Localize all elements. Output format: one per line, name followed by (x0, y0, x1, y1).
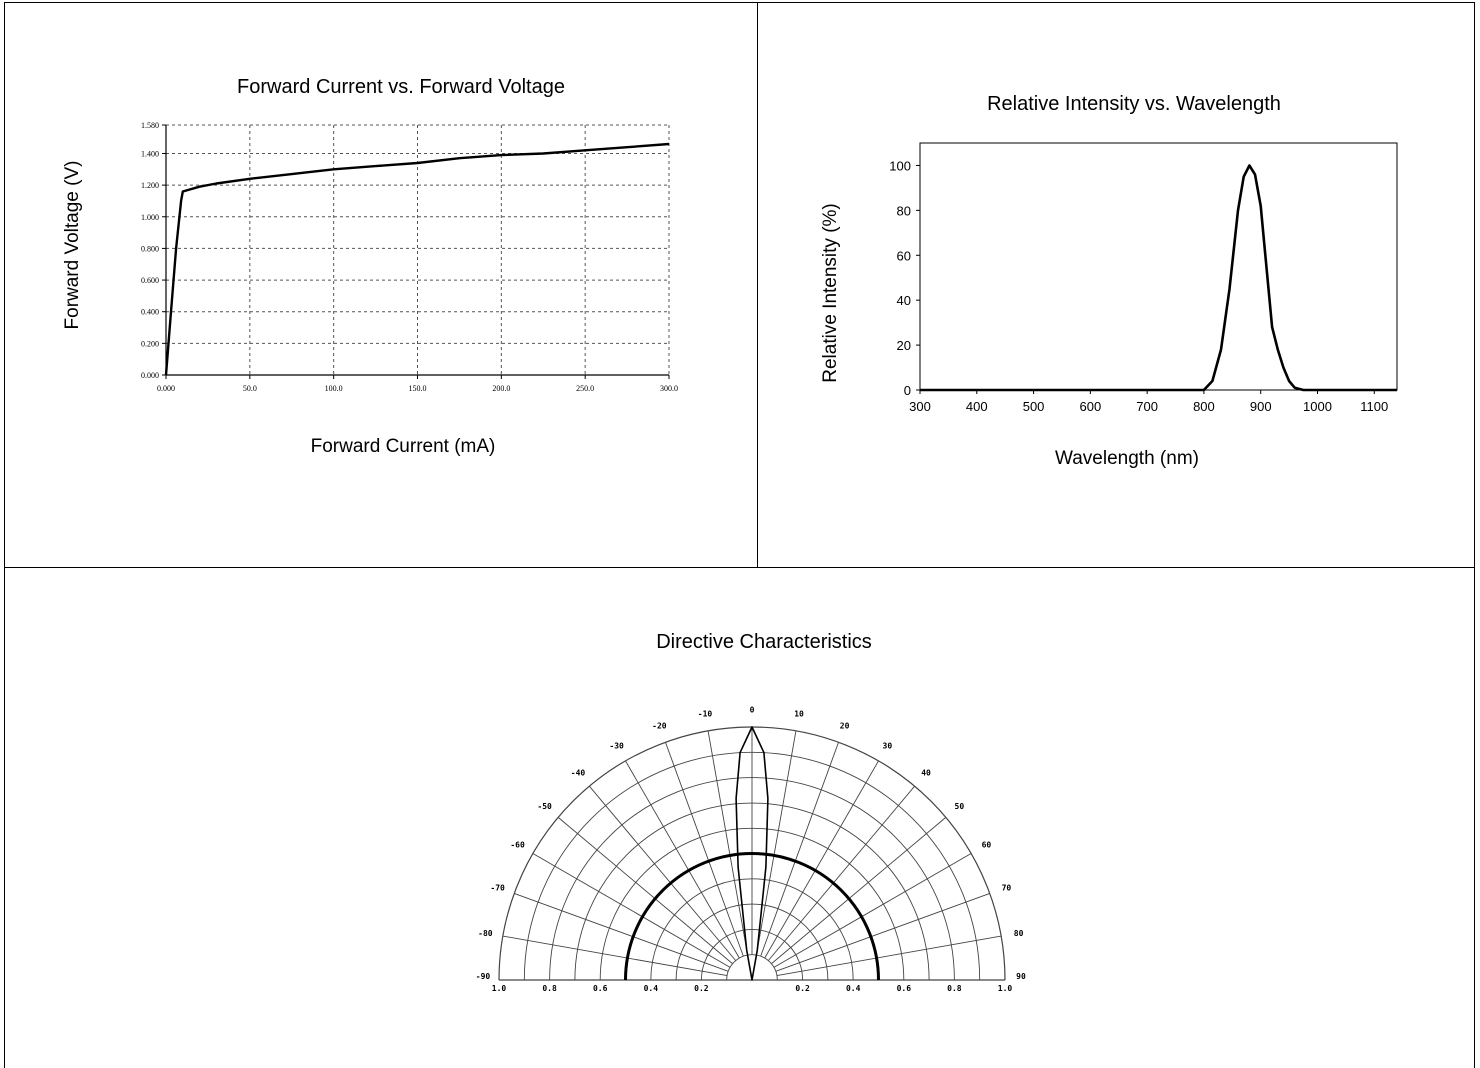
chart1-x-tick-label: 250.0 (576, 384, 594, 393)
chart3-radial-label: 1.0 (998, 984, 1013, 993)
chart2-series-line (920, 164, 1397, 392)
chart3-angle-label: 60 (982, 841, 992, 850)
chart3-angle-label: 70 (1002, 883, 1012, 892)
directive-characteristics-chart: Directive Characteristics -90 -80 -70 -60 -5… (476, 631, 1026, 993)
chart3-radial-label: 0.4 (846, 984, 861, 993)
chart2-y-tick-label: 40 (897, 293, 911, 308)
chart1-title: Forward Current vs. Forward Voltage (237, 76, 565, 98)
chart1-x-tick-label: 0.000 (157, 384, 175, 393)
chart3-radial-label: 0.2 (694, 984, 709, 993)
chart2-x-tick-label: 1100 (1360, 399, 1388, 414)
chart2-x-tick-label: 600 (1080, 399, 1102, 414)
chart3-angle-spoke (764, 760, 879, 959)
chart3-angle-spoke (767, 785, 915, 961)
chart3-angle-label: -80 (478, 929, 493, 938)
chart3-radial-label: 0.8 (947, 984, 962, 993)
chart3-angle-spoke (625, 760, 740, 959)
chart3-angle-label: -60 (510, 841, 525, 850)
chart1-y-axis-label: Forward Voltage (V) (62, 161, 83, 330)
chart3-series-lobe (735, 726, 769, 981)
cell-divider-vertical (757, 2, 758, 568)
chart3-angle-label: -90 (476, 972, 491, 981)
chart3-angle-label: -40 (571, 769, 586, 778)
chart2-x-tick-label: 900 (1250, 399, 1272, 414)
chart3-title: Directive Characteristics (656, 631, 872, 653)
chart3-angle-label: 50 (955, 802, 965, 811)
chart1-y-tick-label: 0.200 (141, 339, 159, 348)
chart3-radial-label: 0.6 (593, 984, 608, 993)
chart1-y-tick-label: 1.400 (141, 149, 159, 158)
chart3-angle-spoke (514, 893, 729, 972)
chart3-angle-label: -10 (698, 709, 713, 718)
chart1-y-tick-label: 0.600 (141, 276, 159, 285)
chart3-radial-label: 0.2 (795, 984, 810, 993)
chart2-x-tick-label: 800 (1193, 399, 1215, 414)
chart3-angle-spoke (776, 935, 1002, 977)
chart1-y-tick-label: 0.400 (141, 308, 159, 317)
chart1-x-axis-label: Forward Current (mA) (311, 436, 496, 457)
chart2-x-tick-label: 1000 (1303, 399, 1332, 414)
chart3-angle-label: 40 (921, 769, 931, 778)
cell-divider-horizontal (4, 567, 1475, 568)
chart3-angle-spoke (773, 853, 972, 968)
chart1-y-tick-label: 1.000 (141, 213, 159, 222)
chart2-x-tick-label: 700 (1136, 399, 1158, 414)
chart3-angle-spoke (665, 742, 744, 957)
chart1-x-tick-label: 300.0 (660, 384, 678, 393)
chart3-series-reference-curve (624, 852, 880, 981)
chart2-y-tick-label: 100 (889, 158, 911, 173)
chart2-y-tick-label: 20 (897, 338, 911, 353)
chart2-y-tick-label: 60 (897, 248, 911, 263)
chart2-x-tick-label: 300 (909, 399, 931, 414)
chart3-angle-label: -50 (537, 802, 552, 811)
chart3-angle-spoke (532, 853, 731, 968)
chart2-x-tick-label: 500 (1023, 399, 1045, 414)
chart1-x-tick-label: 100.0 (325, 384, 343, 393)
chart1-series-line (164, 142, 670, 376)
chart1-y-tick-label: 1.580 (141, 121, 159, 130)
chart2-x-axis-label: Wavelength (nm) (1055, 448, 1199, 469)
chart3-angle-spoke (755, 730, 797, 956)
chart2-y-axis-label: Relative Intensity (%) (820, 203, 841, 383)
chart3-angle-spoke (502, 935, 728, 977)
chart2-x-tick-label: 400 (966, 399, 988, 414)
chart3-angle-label: 20 (840, 722, 850, 731)
chart3-angle-label: -20 (652, 722, 667, 731)
chart3-angle-spoke (589, 785, 737, 961)
chart2-y-tick-label: 0 (904, 383, 911, 398)
chart1-y-tick-label: 0.000 (141, 371, 159, 380)
chart1-x-tick-label: 150.0 (409, 384, 427, 393)
chart1-x-tick-label: 50.0 (243, 384, 257, 393)
relative-intensity-chart: Relative Intensity vs. Wavelength Wavele… (820, 93, 1398, 469)
chart2-title: Relative Intensity vs. Wavelength (987, 93, 1281, 115)
chart3-radial-label: 0.4 (644, 984, 659, 993)
chart3-radial-label: 0.8 (542, 984, 557, 993)
chart3-angle-label: -70 (490, 883, 505, 892)
forward-voltage-chart: Forward Current vs. Forward Voltage Forw… (62, 76, 678, 457)
chart3-radial-label: 1.0 (492, 984, 507, 993)
chart1-y-tick-label: 1.200 (141, 181, 159, 190)
chart3-angle-label: 90 (1016, 972, 1026, 981)
chart3-angle-spoke (760, 742, 839, 957)
chart3-angle-label: 80 (1014, 929, 1024, 938)
chart3-angle-spoke (771, 817, 947, 965)
chart3-angle-label: 10 (794, 709, 804, 718)
chart3-angle-spoke (707, 730, 749, 956)
chart1-x-tick-label: 200.0 (492, 384, 510, 393)
chart3-angle-spoke (557, 817, 733, 965)
chart3-radial-gridline (726, 954, 778, 981)
chart1-y-tick-label: 0.800 (141, 244, 159, 253)
chart3-angle-label: 30 (883, 742, 893, 751)
chart2-y-tick-label: 80 (897, 203, 911, 218)
chart2-plot-frame (919, 142, 1398, 391)
chart3-angle-label: 0 (750, 705, 755, 714)
table-frame (4, 2, 1475, 1068)
chart3-angle-label: -30 (609, 742, 624, 751)
chart3-angle-spoke (775, 893, 990, 972)
chart3-radial-label: 0.6 (897, 984, 912, 993)
